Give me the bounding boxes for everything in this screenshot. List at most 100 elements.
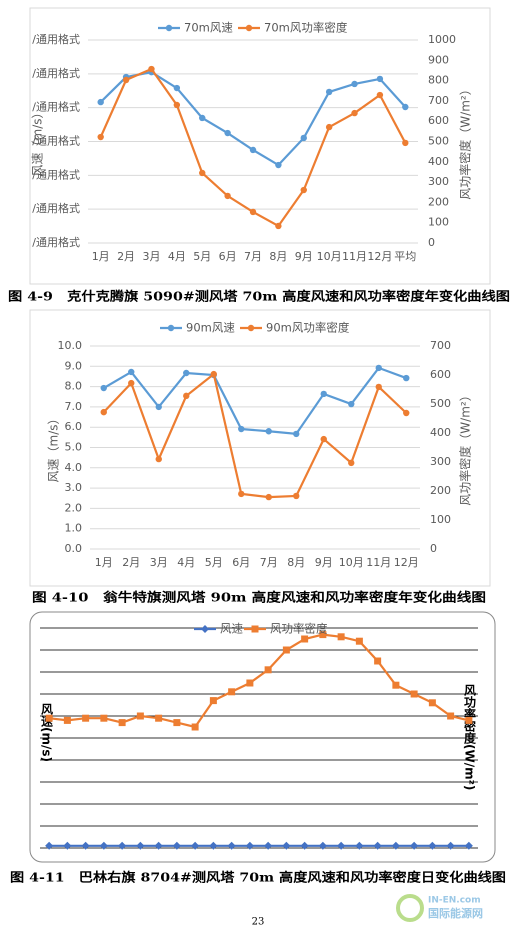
- point: [351, 80, 358, 88]
- x-tick-label: 10月: [339, 556, 364, 569]
- point: [320, 390, 327, 398]
- point: [136, 841, 145, 850]
- point: [410, 841, 419, 850]
- point: [122, 76, 130, 84]
- x-tick-label: 平均: [394, 250, 416, 263]
- y-tick-label: 7.0: [65, 400, 83, 413]
- x-tick-label: 11月: [366, 556, 391, 569]
- y2-axis-title: 风功率密度（W/m²）: [458, 389, 473, 505]
- y2-tick-label: 0: [430, 542, 437, 555]
- point: [63, 716, 71, 724]
- point: [118, 719, 126, 727]
- point: [392, 681, 400, 689]
- y2-tick-label: 300: [430, 455, 451, 468]
- point: [199, 114, 206, 122]
- x-tick-label: 10月: [317, 250, 342, 263]
- y2-tick-label: 500: [428, 135, 449, 148]
- point: [199, 169, 206, 177]
- point: [97, 133, 104, 141]
- point: [247, 324, 255, 332]
- y2-tick-label: 0: [428, 236, 435, 249]
- x-tick-label: 1月: [95, 556, 113, 569]
- y-tick-label: /通用格式: [32, 66, 80, 80]
- point: [428, 699, 436, 707]
- point: [100, 408, 107, 416]
- point: [45, 841, 54, 850]
- y2-tick-label: 400: [430, 426, 451, 439]
- y-tick-label: 0.0: [65, 542, 83, 555]
- watermark-logo: [396, 894, 424, 922]
- x-tick-label: 8月: [287, 556, 305, 569]
- legend-label: 风功率密度: [270, 622, 328, 636]
- series-line: [102, 372, 408, 499]
- point: [82, 714, 90, 722]
- point: [249, 146, 257, 154]
- point: [348, 459, 355, 467]
- x-tick-label: 1月: [92, 250, 110, 263]
- point: [63, 841, 72, 850]
- x-tick-label: 12月: [394, 556, 419, 569]
- point: [209, 697, 217, 705]
- point: [447, 712, 455, 720]
- x-tick-label: 4月: [168, 250, 186, 263]
- point: [172, 841, 181, 850]
- page-number: 23: [252, 917, 265, 928]
- point: [191, 841, 200, 850]
- point: [173, 101, 181, 109]
- point: [403, 409, 410, 417]
- x-tick-label: 7月: [244, 250, 262, 263]
- point: [224, 192, 231, 200]
- point: [318, 841, 327, 850]
- point: [374, 657, 382, 665]
- y-tick-label: 2.0: [65, 501, 83, 514]
- x-tick-label: 5月: [193, 250, 211, 263]
- point: [165, 24, 173, 32]
- point: [402, 139, 409, 147]
- point: [155, 714, 163, 722]
- point: [224, 129, 231, 137]
- point: [201, 625, 209, 633]
- point: [275, 161, 282, 169]
- point: [148, 65, 155, 73]
- point: [173, 719, 181, 727]
- x-tick-label: 9月: [295, 250, 313, 263]
- point: [319, 631, 327, 639]
- legend-label: 风速: [220, 622, 243, 636]
- y-tick-label: 8.0: [65, 380, 83, 393]
- y2-axis-title: 风功率密度(W/m²): [463, 684, 477, 791]
- point: [325, 88, 333, 96]
- point: [128, 379, 135, 387]
- y-tick-label: /通用格式: [32, 32, 80, 46]
- x-tick-label: 2月: [117, 250, 135, 263]
- x-tick-label: 8月: [269, 250, 287, 263]
- point: [282, 841, 291, 850]
- point: [300, 134, 307, 142]
- point: [320, 435, 327, 443]
- y-tick-label: /通用格式: [32, 167, 80, 181]
- point: [209, 841, 218, 850]
- y-tick-label: 4.0: [65, 461, 83, 474]
- y2-tick-label: 1000: [428, 33, 456, 46]
- point: [375, 383, 382, 391]
- point: [173, 84, 181, 92]
- point: [167, 324, 175, 332]
- y-axis-title: 风速（m/s）: [47, 413, 61, 483]
- x-tick-label: 6月: [219, 250, 237, 263]
- point: [210, 370, 217, 378]
- caption: 图 4-9 克什克腾旗 5090#测风塔 70m 高度风速和风功率密度年变化曲线…: [8, 289, 510, 304]
- point: [191, 723, 199, 731]
- x-tick-label: 12月: [367, 250, 392, 263]
- point: [264, 841, 273, 850]
- point: [300, 841, 309, 850]
- point: [351, 109, 358, 117]
- y2-tick-label: 800: [428, 74, 449, 87]
- chart-frame: [29, 309, 491, 587]
- x-tick-label: 6月: [232, 556, 250, 569]
- point: [155, 403, 162, 411]
- x-tick-label: 3月: [150, 556, 168, 569]
- y2-tick-label: 200: [430, 484, 451, 497]
- y-tick-label: 10.0: [58, 339, 83, 352]
- x-tick-label: 7月: [260, 556, 278, 569]
